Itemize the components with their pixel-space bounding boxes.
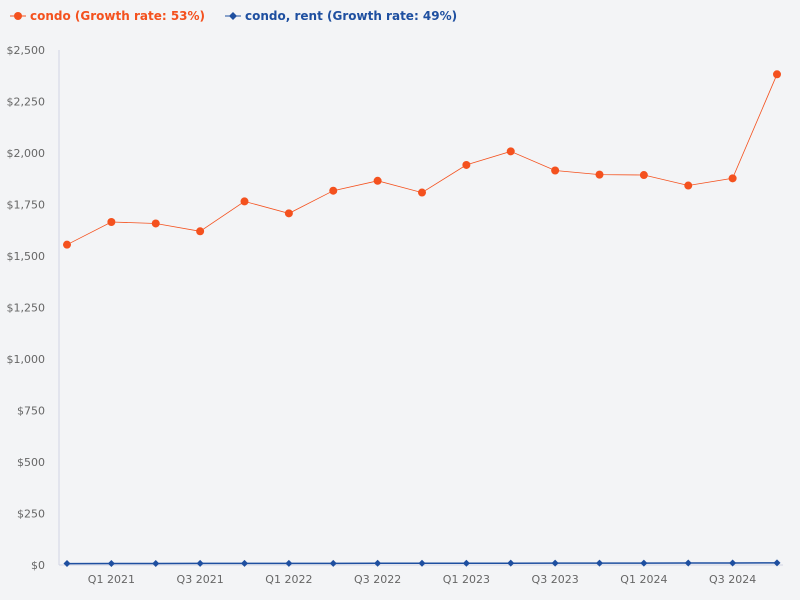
data-point <box>284 209 293 218</box>
data-point <box>684 181 693 190</box>
data-point <box>773 70 781 79</box>
data-point <box>728 174 737 183</box>
data-point <box>462 160 471 169</box>
y-tick-label: $500 <box>17 456 45 469</box>
data-point <box>773 559 781 567</box>
legend-item-condo[interactable]: condo (Growth rate: 53%) <box>10 9 205 23</box>
data-point <box>329 559 337 567</box>
data-point <box>596 559 603 567</box>
data-point <box>729 559 737 567</box>
x-tick-label: Q3 2021 <box>177 573 224 586</box>
x-tick-label: Q3 2022 <box>354 573 401 586</box>
data-point <box>551 559 559 567</box>
y-tick-label: $1,000 <box>7 353 46 366</box>
data-point <box>285 559 293 567</box>
data-point <box>107 559 115 567</box>
series-line-0 <box>66 74 778 246</box>
y-tick-label: $750 <box>17 405 45 418</box>
data-point <box>506 147 515 156</box>
data-point <box>152 559 160 567</box>
x-tick-label: Q1 2023 <box>443 573 490 586</box>
legend-label-condo-rent: condo, rent (Growth rate: 49%) <box>245 9 458 23</box>
data-point <box>63 560 71 568</box>
data-point <box>107 218 116 227</box>
y-tick-label: $1,500 <box>7 250 46 263</box>
data-point <box>595 170 604 179</box>
legend-label-condo: condo (Growth rate: 53%) <box>30 9 206 23</box>
data-point <box>240 197 249 206</box>
x-tick-label: Q1 2022 <box>265 573 312 586</box>
y-tick-label: $1,250 <box>7 302 46 315</box>
diamond-marker-icon <box>225 12 242 20</box>
circle-marker-icon <box>10 12 26 20</box>
data-point <box>551 166 560 175</box>
legend-item-condo-rent[interactable]: condo, rent (Growth rate: 49%) <box>225 9 457 23</box>
data-point <box>374 559 382 567</box>
data-point <box>507 559 515 567</box>
data-point <box>418 559 426 567</box>
data-point <box>684 559 692 567</box>
data-point <box>418 188 426 197</box>
y-tick-label: $0 <box>31 559 45 572</box>
y-tick-label: $2,250 <box>7 96 46 109</box>
data-point <box>196 227 205 236</box>
y-tick-label: $1,750 <box>7 199 46 212</box>
y-tick-label: $2,500 <box>7 44 46 57</box>
data-point <box>63 240 71 249</box>
x-tick-label: Q3 2023 <box>532 573 579 586</box>
data-point <box>639 171 648 180</box>
y-tick-label: $250 <box>17 508 45 521</box>
x-tick-label: Q1 2021 <box>88 573 135 586</box>
y-tick-label: $2,000 <box>7 147 46 160</box>
data-point <box>241 559 248 567</box>
x-tick-label: Q1 2024 <box>620 573 667 586</box>
data-point <box>329 186 338 195</box>
data-point <box>640 559 648 567</box>
x-tick-label: Q3 2024 <box>709 573 756 586</box>
data-point <box>151 219 160 228</box>
data-point <box>462 559 470 567</box>
data-point <box>196 559 204 567</box>
legend: condo (Growth rate: 53%) condo, rent (Gr… <box>10 9 457 23</box>
data-point <box>373 176 382 185</box>
